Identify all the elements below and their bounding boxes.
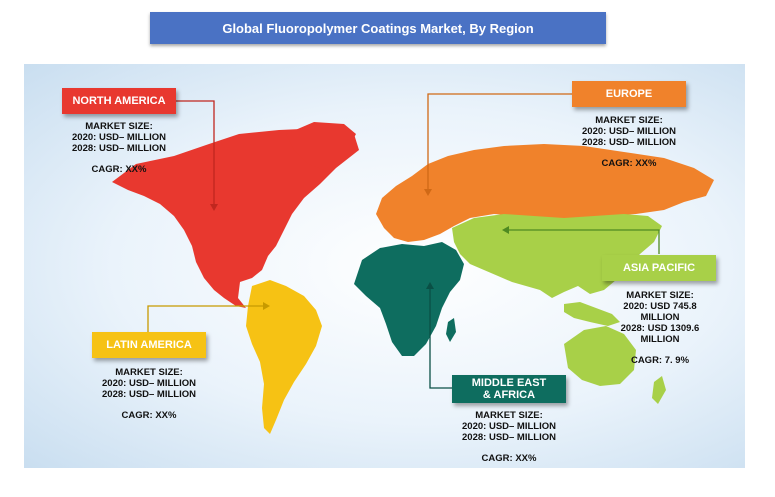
north-america-label: NORTH AMERICA bbox=[62, 88, 176, 114]
north-america-connector-arrow bbox=[210, 204, 218, 211]
middle-east-africa-region[interactable] bbox=[354, 242, 464, 356]
asia-pacific-2020: 2020: USD 745.8 bbox=[623, 301, 697, 312]
page-title: Global Fluoropolymer Coatings Market, By… bbox=[150, 12, 606, 44]
north-america-2020: 2020: USD– MILLION bbox=[72, 132, 166, 143]
middle-east-africa-label: MIDDLE EAST & AFRICA bbox=[452, 375, 566, 403]
north-america-connector bbox=[176, 100, 215, 209]
europe-cagr: CAGR: XX% bbox=[601, 158, 657, 169]
latin-america-connector bbox=[147, 305, 268, 336]
latin-america-cagr: CAGR: XX% bbox=[121, 410, 177, 421]
north-america-market-size-label: MARKET SIZE: bbox=[85, 121, 153, 132]
asia-pacific-2028-unit: MILLION bbox=[640, 334, 680, 345]
asia-pacific-connector-arrow bbox=[502, 226, 509, 234]
asia-pacific-stats: MARKET SIZE: 2020: USD 745.8 MILLION 202… bbox=[598, 290, 722, 366]
middle-east-africa-cagr: CAGR: XX% bbox=[481, 453, 537, 464]
latin-america-2028: 2028: USD– MILLION bbox=[102, 389, 196, 400]
latin-america-connector-arrow bbox=[263, 302, 270, 310]
asia-pacific-label: ASIA PACIFIC bbox=[602, 255, 716, 281]
europe-stats: MARKET SIZE: 2020: USD– MILLION 2028: US… bbox=[566, 115, 692, 169]
latin-america-stats: MARKET SIZE: 2020: USD– MILLION 2028: US… bbox=[86, 367, 212, 421]
latin-america-market-size-label: MARKET SIZE: bbox=[115, 367, 183, 378]
middle-east-africa-label-line1: MIDDLE EAST bbox=[471, 377, 547, 389]
middle-east-africa-connector-arrow bbox=[426, 282, 434, 289]
europe-region[interactable] bbox=[376, 144, 714, 242]
north-america-stats: MARKET SIZE: 2020: USD– MILLION 2028: US… bbox=[56, 121, 182, 175]
latin-america-label: LATIN AMERICA bbox=[92, 332, 206, 358]
europe-market-size-label: MARKET SIZE: bbox=[595, 115, 663, 126]
asia-pacific-connector bbox=[504, 229, 660, 254]
europe-2020: 2020: USD– MILLION bbox=[582, 126, 676, 137]
southeast-asia-islands[interactable] bbox=[564, 302, 620, 326]
australia-region[interactable] bbox=[564, 326, 636, 386]
greenland-region[interactable] bbox=[286, 122, 356, 170]
asia-pacific-2028: 2028: USD 1309.6 bbox=[620, 323, 700, 334]
middle-east-africa-2028: 2028: USD– MILLION bbox=[462, 432, 556, 443]
europe-connector bbox=[427, 93, 572, 194]
europe-label: EUROPE bbox=[572, 81, 686, 107]
latin-america-2020: 2020: USD– MILLION bbox=[102, 378, 196, 389]
middle-east-africa-2020: 2020: USD– MILLION bbox=[462, 421, 556, 432]
middle-east-africa-stats: MARKET SIZE: 2020: USD– MILLION 2028: US… bbox=[446, 410, 572, 464]
north-america-cagr: CAGR: XX% bbox=[91, 164, 147, 175]
asia-pacific-cagr: CAGR: 7. 9% bbox=[630, 355, 690, 366]
new-zealand-region[interactable] bbox=[652, 376, 666, 404]
asia-pacific-market-size-label: MARKET SIZE: bbox=[626, 290, 694, 301]
asia-pacific-2020-unit: MILLION bbox=[640, 312, 680, 323]
europe-connector-arrow bbox=[424, 189, 432, 196]
europe-2028: 2028: USD– MILLION bbox=[582, 137, 676, 148]
middle-east-africa-connector bbox=[429, 284, 452, 389]
middle-east-africa-market-size-label: MARKET SIZE: bbox=[475, 410, 543, 421]
middle-east-africa-label-line2: & AFRICA bbox=[482, 389, 536, 401]
latin-america-region[interactable] bbox=[246, 280, 322, 434]
connector-lines bbox=[147, 93, 660, 389]
madagascar-region[interactable] bbox=[446, 318, 456, 342]
north-america-2028: 2028: USD– MILLION bbox=[72, 143, 166, 154]
north-america-region[interactable] bbox=[112, 128, 359, 308]
